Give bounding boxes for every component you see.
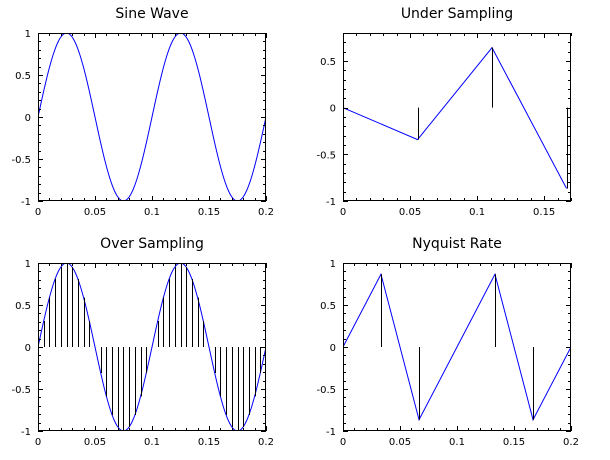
x-tick-label: 0 <box>340 207 346 218</box>
plot-title: Under Sampling <box>401 6 513 22</box>
x-tick-label: 0.05 <box>84 207 106 218</box>
plot-title: Sine Wave <box>115 6 188 22</box>
y-tick-label: 0.5 <box>320 301 336 312</box>
y-tick-label: -1 <box>326 427 336 438</box>
y-tick-label: 1 <box>330 259 336 270</box>
x-tick-label: 0 <box>35 207 41 218</box>
series-line <box>38 263 266 431</box>
x-tick-label: 0.1 <box>449 437 465 448</box>
x-tick-label: 0.15 <box>503 437 525 448</box>
y-tick-label: 0.5 <box>320 57 336 68</box>
x-tick-label: 0.2 <box>258 437 274 448</box>
y-tick-label: -0.5 <box>11 385 31 396</box>
plot-data <box>38 33 266 201</box>
series-line <box>38 33 266 201</box>
x-tick-label: 0.1 <box>144 437 160 448</box>
plot-data <box>343 272 571 422</box>
y-tick-label: -0.5 <box>316 385 336 396</box>
x-tick-label: 0.15 <box>198 437 220 448</box>
subplot-over-sampling: Over Sampling 0 0.05 0.1 0.15 0.2 -1 -0.5 0 0.5 1 <box>11 236 273 448</box>
plot-title: Over Sampling <box>100 236 204 252</box>
x-tick-label: 0.05 <box>84 437 106 448</box>
y-tick-label: 1 <box>25 29 31 40</box>
x-tick-label: 0.2 <box>258 207 274 218</box>
plot-title: Nyquist Rate <box>412 236 502 252</box>
y-tick-label: 0 <box>330 343 336 354</box>
series-line <box>343 46 568 189</box>
x-tick-label: 0 <box>340 437 346 448</box>
y-tick-label: -1 <box>21 427 31 438</box>
y-tick-label: -1 <box>326 197 336 208</box>
y-tick-label: -1 <box>21 197 31 208</box>
x-tick-label: 0.1 <box>144 207 160 218</box>
series-line <box>343 272 571 422</box>
x-tick-label: 0.15 <box>533 207 555 218</box>
y-tick-label: 0 <box>330 104 336 115</box>
y-tick-label: -0.5 <box>11 155 31 166</box>
x-tick-label: 0.05 <box>389 437 411 448</box>
x-tick-label: 0.05 <box>399 207 421 218</box>
plot-data <box>343 46 568 189</box>
y-tick-label: -0.5 <box>316 150 336 161</box>
subplot-under-sampling: Under Sampling 0 0.05 0.1 0.15 -1 -0.5 0 0.5 <box>316 6 572 218</box>
x-tick-label: 0.15 <box>198 207 220 218</box>
x-tick-label: 0.1 <box>469 207 485 218</box>
y-tick-label: 0 <box>25 113 31 124</box>
x-tick-label: 0.2 <box>563 437 579 448</box>
plot-frame <box>343 33 571 201</box>
plot-data <box>38 263 266 431</box>
y-tick-label: 0.5 <box>15 301 31 312</box>
y-tick-label: 0.5 <box>15 71 31 82</box>
y-tick-label: 1 <box>25 259 31 270</box>
y-tick-label: 0 <box>25 343 31 354</box>
subplot-sine-wave: Sine Wave 0 0.05 0.1 0.15 0.2 -1 -0.5 0 0.5 1 <box>11 6 273 218</box>
subplot-nyquist-rate: Nyquist Rate 0 0.05 0.1 0.15 0.2 -1 -0.5 0 0.5 1 <box>316 236 578 448</box>
x-tick-label: 0 <box>35 437 41 448</box>
